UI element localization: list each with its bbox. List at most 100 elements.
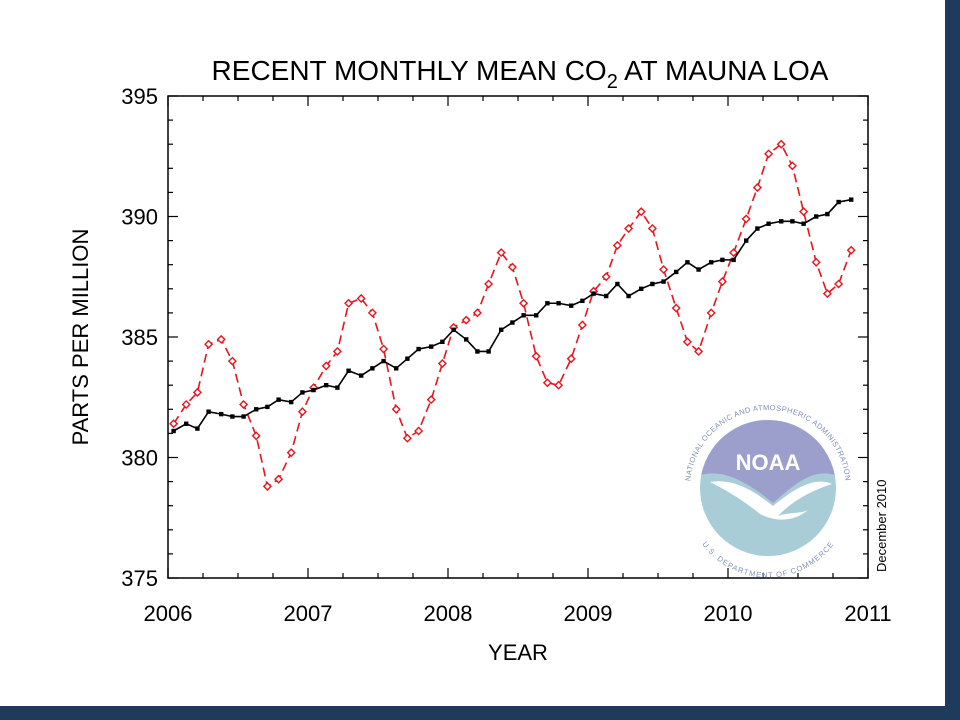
monthly-point	[227, 356, 237, 366]
monthly-point	[601, 272, 611, 282]
trend-point	[195, 426, 200, 431]
trend-line	[173, 198, 852, 432]
trend-point	[254, 407, 259, 412]
trend-point	[451, 327, 456, 332]
trend-point	[591, 291, 596, 296]
trend-point	[731, 257, 736, 263]
trend-point	[779, 219, 784, 224]
trend-point	[416, 346, 421, 352]
trend-point	[801, 221, 806, 226]
monthly-point	[822, 289, 832, 299]
monthly-point	[811, 257, 821, 267]
trend-point	[650, 281, 655, 287]
monthly-point	[356, 293, 366, 303]
trend-point	[370, 366, 375, 371]
date-annotation: December 2010	[874, 480, 889, 573]
monthly-point	[472, 308, 482, 318]
trend-point	[265, 404, 270, 410]
noaa-wordmark: NOAA	[736, 450, 801, 475]
trend-point	[219, 411, 224, 417]
trend-point	[790, 219, 795, 224]
trend-point	[556, 301, 561, 306]
trend-point	[766, 221, 771, 226]
trend-point	[534, 313, 539, 318]
monthly-point	[274, 474, 284, 484]
monthly-point	[682, 337, 692, 347]
monthly-point	[367, 308, 377, 318]
trend-point	[825, 211, 830, 217]
trend-point	[499, 327, 504, 332]
monthly-point	[496, 248, 506, 258]
trend-point	[604, 293, 609, 299]
monthly-point	[624, 224, 634, 234]
noaa-logo: NOAA NATIONAL OCEANIC AND ATMOSPHERIC AD…	[683, 403, 852, 580]
trend-point	[696, 267, 701, 272]
trend-point	[230, 414, 235, 419]
monthly-point	[437, 358, 447, 369]
bottom-frame-bar	[0, 706, 960, 720]
monthly-point	[204, 339, 214, 349]
trend-point	[545, 301, 550, 306]
trend-point	[674, 269, 679, 275]
x-tick-label: 2010	[704, 601, 753, 626]
y-tick-label: 385	[121, 325, 158, 350]
x-tick-label: 2009	[564, 601, 613, 626]
series-layer	[169, 139, 856, 491]
trend-point	[394, 366, 399, 371]
trend-point	[510, 320, 515, 325]
trend-point	[241, 414, 246, 419]
trend-point	[836, 199, 841, 205]
monthly-point	[379, 344, 389, 354]
trend-point	[171, 428, 176, 434]
x-tick-label: 2006	[144, 601, 193, 626]
trend-point	[359, 373, 364, 378]
monthly-point	[612, 240, 622, 250]
monthly-point	[671, 303, 681, 313]
monthly-point	[461, 315, 471, 325]
trend-point	[814, 214, 819, 219]
trend-point	[720, 257, 725, 263]
monthly-point	[787, 161, 797, 171]
monthly-point	[519, 298, 529, 308]
monthly-point	[647, 224, 657, 234]
monthly-point	[659, 264, 669, 275]
x-axis-title: YEAR	[488, 640, 548, 665]
monthly-point	[344, 298, 354, 308]
monthly-point	[566, 354, 576, 364]
trend-point	[521, 313, 526, 318]
trend-point	[405, 356, 410, 361]
monthly-point	[577, 320, 587, 330]
monthly-point	[799, 207, 809, 217]
trend-point	[639, 286, 644, 291]
y-tick-label: 395	[121, 84, 158, 109]
monthly-point	[181, 399, 191, 410]
trend-point	[755, 226, 760, 231]
right-frame-bar	[945, 0, 960, 720]
x-tick-label: 2007	[284, 601, 333, 626]
x-tick-labels: 2006 2007 2008 2009 2010 2011	[144, 601, 892, 626]
trend-point	[615, 281, 620, 287]
trend-point	[311, 387, 316, 393]
y-tick-label: 380	[121, 446, 158, 471]
trend-point	[381, 358, 386, 364]
monthly-point	[636, 207, 646, 217]
y-tick-labels: 375 380 385 390 395	[121, 84, 158, 591]
x-tick-label: 2011	[844, 601, 891, 626]
trend-point	[440, 339, 445, 345]
trend-point	[429, 344, 434, 349]
monthly-point	[484, 279, 494, 289]
trend-point	[206, 409, 211, 414]
monthly-point	[216, 334, 226, 344]
monthly-point	[391, 404, 401, 414]
axis-ticks	[167, 95, 869, 579]
trend-point	[300, 390, 305, 395]
trend-point	[324, 383, 329, 388]
monthly-point	[531, 351, 541, 361]
monthly-point	[297, 407, 307, 417]
monthly-point	[741, 214, 751, 224]
trend-point	[464, 337, 469, 342]
monthly-point	[332, 346, 342, 356]
monthly-point	[286, 448, 296, 458]
monthly-point	[834, 279, 844, 289]
trend-point	[569, 303, 574, 308]
